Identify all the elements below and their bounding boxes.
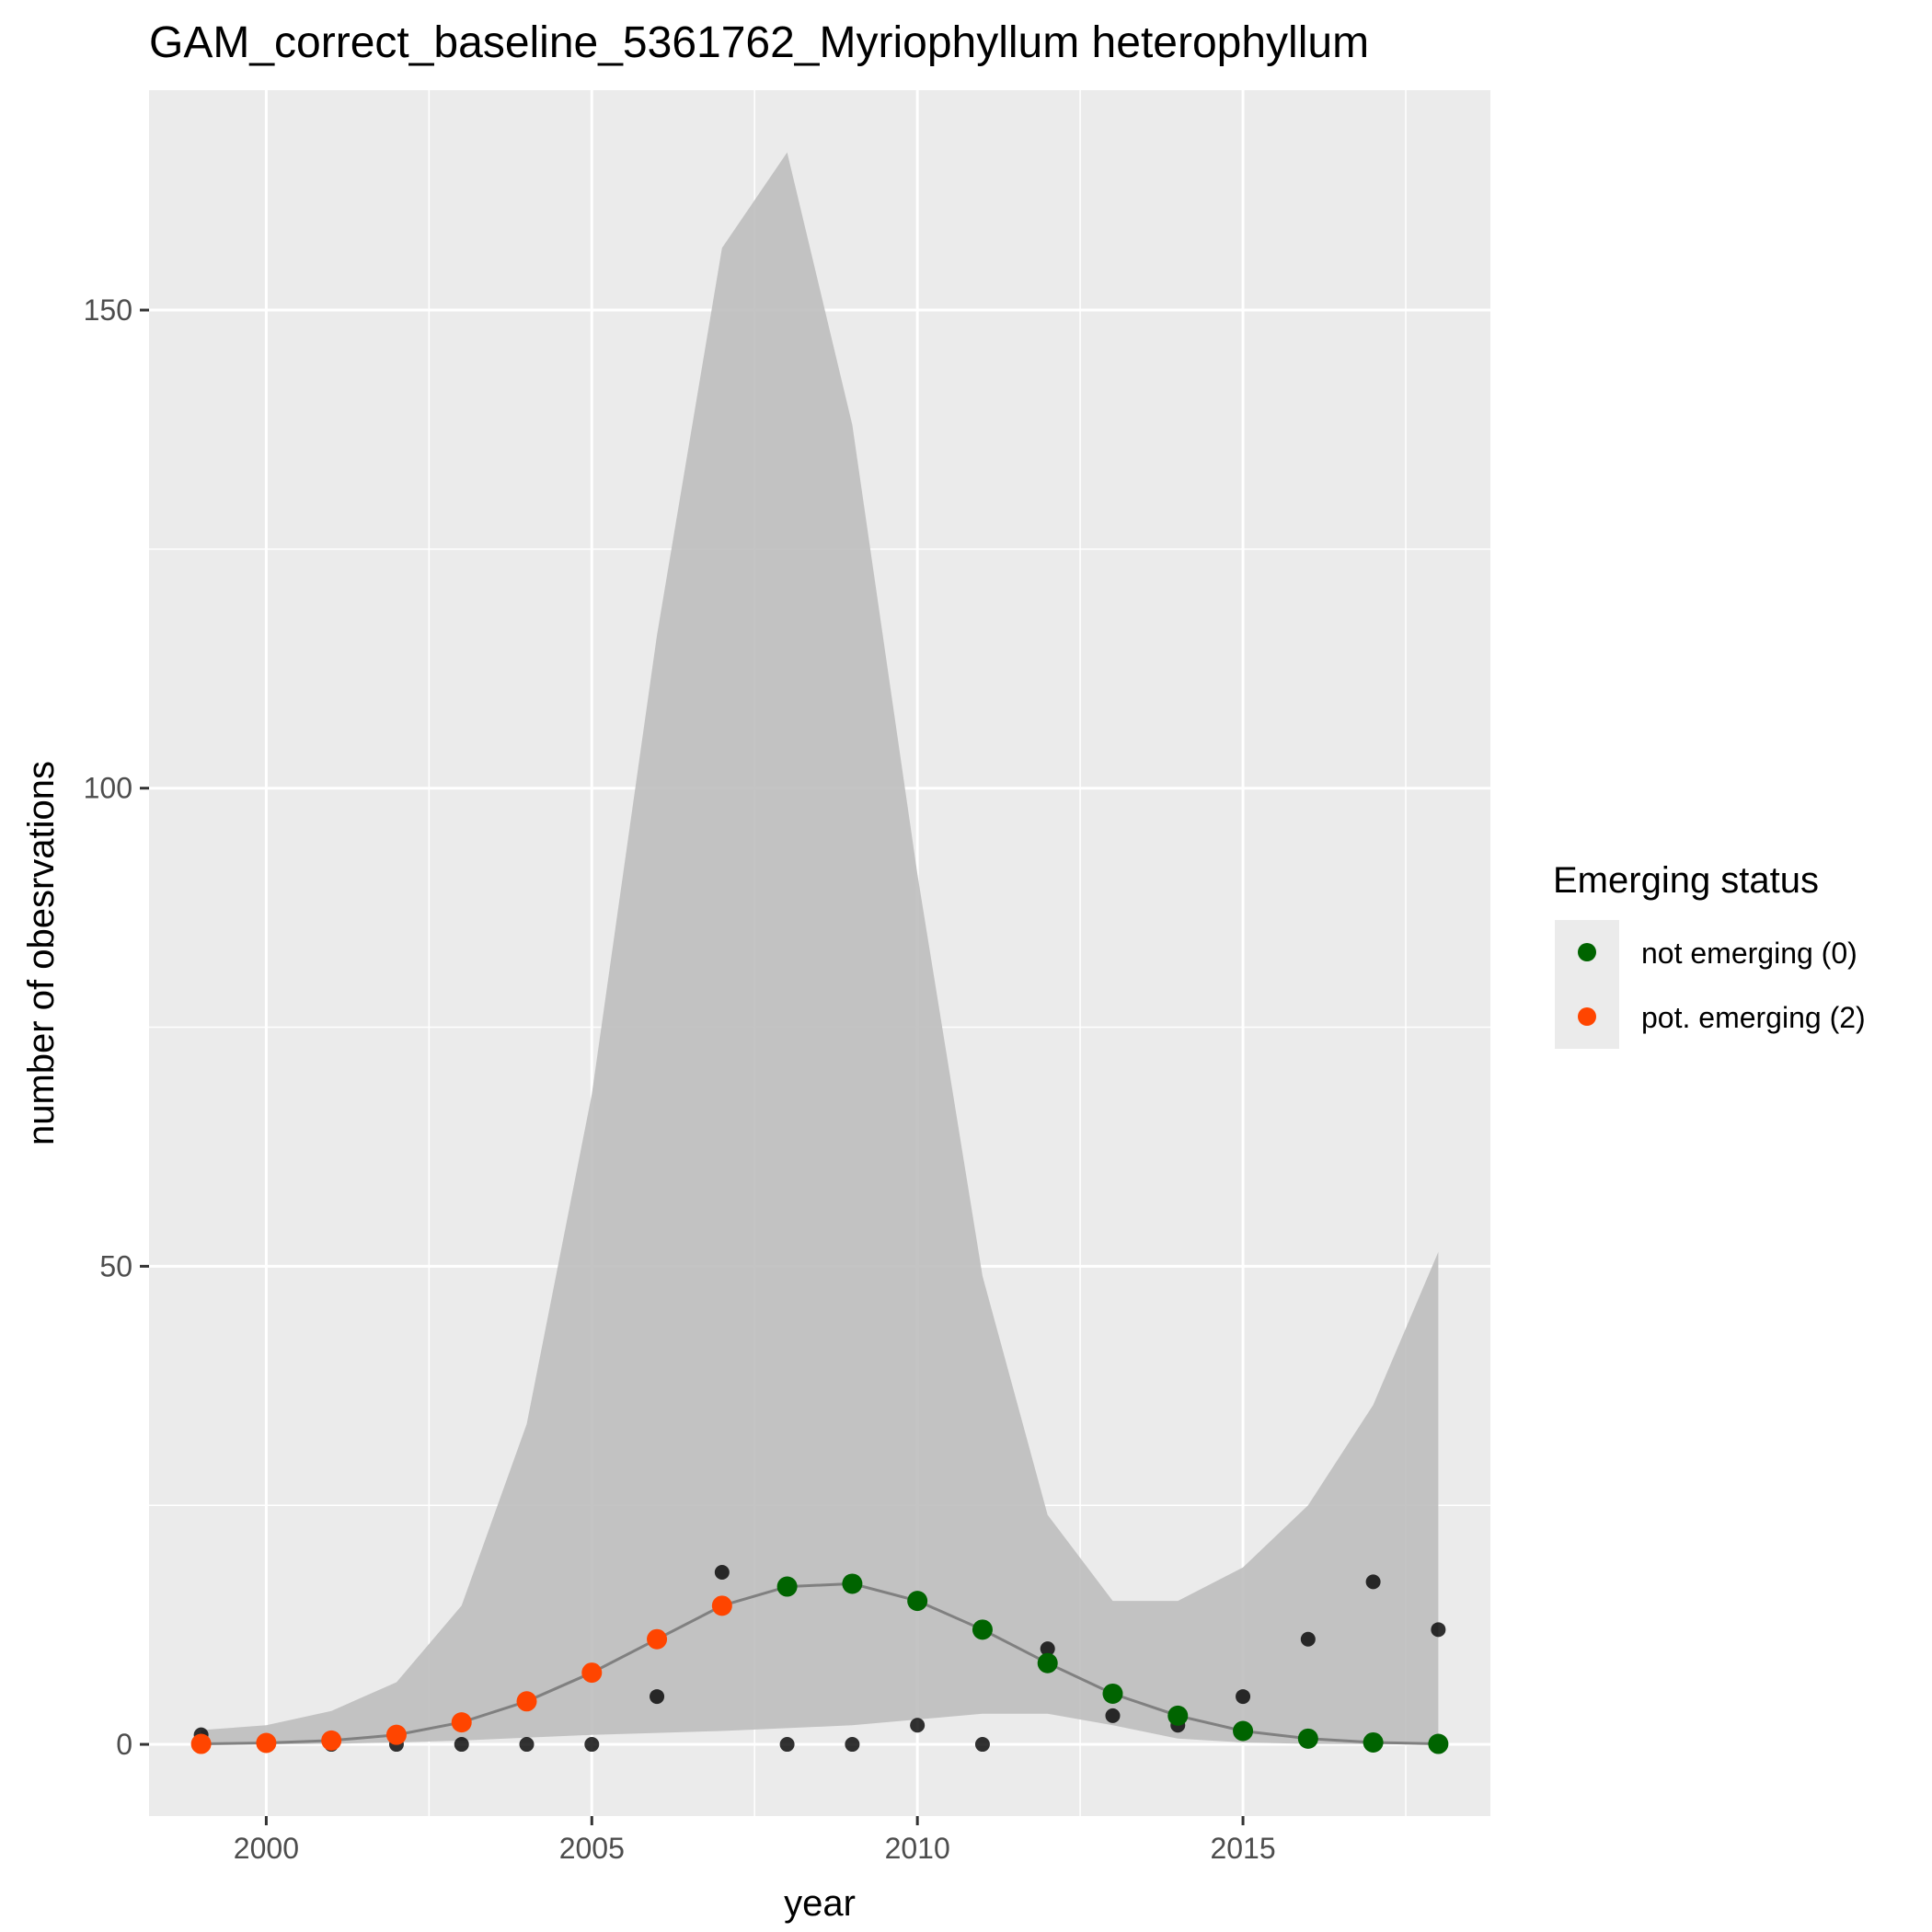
observed-point [1105, 1708, 1121, 1723]
x-tick-label: 2000 [234, 1832, 299, 1865]
fit-point [711, 1595, 732, 1616]
chart-title: GAM_correct_baseline_5361762_Myriophyllu… [149, 18, 1369, 67]
observed-point [584, 1737, 600, 1753]
x-tick-label: 2005 [559, 1832, 625, 1865]
observed-point [454, 1737, 469, 1753]
x-axis: 2000 2005 2010 2015 [234, 1816, 1276, 1865]
observed-point [1300, 1631, 1316, 1647]
legend-label-pot-emerging: pot. emerging (2) [1641, 1001, 1866, 1034]
fit-point [581, 1662, 603, 1684]
x-axis-title: year [784, 1883, 856, 1924]
legend-title: Emerging status [1553, 860, 1819, 901]
x-tick-label: 2015 [1210, 1832, 1275, 1865]
confidence-ribbon [201, 152, 1439, 1745]
fit-point [256, 1732, 277, 1754]
observed-point [845, 1737, 860, 1753]
y-axis: 0 50 100 150 [84, 293, 149, 1761]
observed-point [650, 1689, 665, 1705]
legend-dot-not-emerging [1578, 943, 1596, 961]
fit-point [1037, 1652, 1058, 1673]
observed-point [1365, 1574, 1381, 1590]
observed-point [1236, 1689, 1251, 1705]
plot-area [149, 90, 1490, 1816]
observed-point [779, 1737, 795, 1753]
fit-point [190, 1733, 212, 1754]
fit-point [1297, 1728, 1318, 1749]
observed-point [519, 1737, 535, 1753]
y-axis-title: number of obesrvations [21, 761, 62, 1145]
fit-point [451, 1712, 472, 1733]
fit-point [647, 1628, 668, 1650]
fit-point [1167, 1705, 1189, 1726]
fit-point [1102, 1683, 1123, 1704]
fit-point [1233, 1720, 1254, 1742]
y-tick-label: 150 [84, 293, 132, 327]
fit-point [1363, 1731, 1384, 1753]
observed-point [714, 1564, 730, 1580]
legend-item-not-emerging: not emerging (0) [1555, 920, 1857, 984]
fit-point [972, 1619, 993, 1640]
observed-point [974, 1737, 990, 1753]
legend-label-not-emerging: not emerging (0) [1641, 937, 1857, 970]
observed-point [910, 1718, 926, 1733]
fit-point [776, 1576, 798, 1597]
y-tick-label: 50 [99, 1249, 132, 1282]
fit-point [516, 1691, 537, 1712]
confidence-band [201, 152, 1439, 1745]
legend-item-pot-emerging: pot. emerging (2) [1555, 984, 1866, 1049]
observed-point [1431, 1622, 1446, 1638]
fit-line [201, 1581, 1439, 1745]
y-tick-label: 0 [116, 1728, 132, 1761]
y-tick-label: 100 [84, 772, 132, 805]
legend: Emerging status not emerging (0) pot. em… [1553, 860, 1866, 1049]
gam-fit-line [201, 1581, 1439, 1745]
fit-points [190, 1573, 1449, 1754]
observed-point [1040, 1641, 1055, 1657]
fit-point [385, 1724, 407, 1745]
legend-dot-pot-emerging [1578, 1007, 1596, 1026]
fit-point [842, 1573, 863, 1594]
fit-point [907, 1591, 928, 1612]
fit-point [1428, 1733, 1449, 1754]
fit-point [321, 1730, 342, 1751]
x-tick-label: 2010 [885, 1832, 950, 1865]
